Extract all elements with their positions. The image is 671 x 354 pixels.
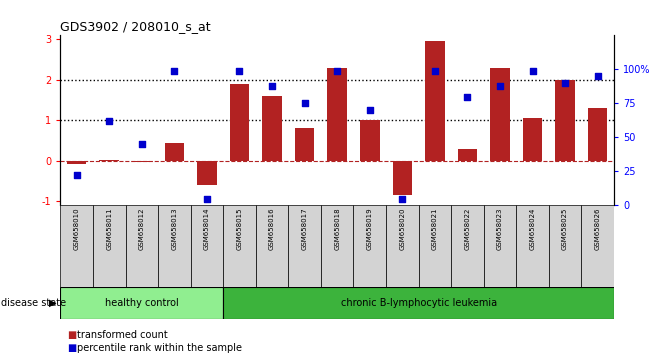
Text: ■: ■ [67,330,76,339]
Bar [223,287,614,319]
Bar [549,205,581,287]
Bar [523,118,542,161]
Point [201,196,212,201]
Point [495,83,505,88]
Bar [581,205,614,287]
Text: GSM658022: GSM658022 [464,208,470,250]
Bar [295,128,315,161]
Bar [360,120,380,161]
Bar [164,143,184,161]
Point [104,118,115,124]
Bar [556,80,575,161]
Text: GSM658011: GSM658011 [106,208,112,250]
Point [397,196,408,201]
Bar [256,205,289,287]
Bar [386,205,419,287]
Bar [262,96,282,161]
Text: healthy control: healthy control [105,298,178,308]
Text: GSM658010: GSM658010 [74,208,80,250]
Bar [451,205,484,287]
Text: GSM658015: GSM658015 [236,208,242,250]
Bar [354,205,386,287]
Point [364,107,375,113]
Text: GSM658016: GSM658016 [269,208,275,250]
Bar [197,161,217,185]
Bar [321,205,354,287]
Bar [419,205,451,287]
Bar [60,287,223,319]
Text: GSM658017: GSM658017 [301,208,307,250]
Point [234,68,245,74]
Point [299,101,310,106]
Text: ■: ■ [67,343,76,353]
Bar [223,205,256,287]
Point [560,80,570,86]
Bar [425,41,445,161]
Bar [158,205,191,287]
Point [169,68,180,74]
Bar [491,68,510,161]
Text: disease state: disease state [1,298,66,308]
Text: GSM658013: GSM658013 [171,208,177,250]
Text: GSM658019: GSM658019 [367,208,373,250]
Text: ▶: ▶ [49,298,56,308]
Point [71,173,82,178]
Point [332,68,343,74]
Text: GSM658023: GSM658023 [497,208,503,250]
Text: chronic B-lymphocytic leukemia: chronic B-lymphocytic leukemia [340,298,497,308]
Point [462,94,473,99]
Text: GSM658025: GSM658025 [562,208,568,250]
Bar [132,161,152,162]
Text: GSM658021: GSM658021 [432,208,438,250]
Point [136,141,147,147]
Bar [125,205,158,287]
Bar [99,160,119,161]
Text: GDS3902 / 208010_s_at: GDS3902 / 208010_s_at [60,20,211,33]
Bar [393,161,412,195]
Bar [289,205,321,287]
Bar [229,84,249,161]
Text: percentile rank within the sample: percentile rank within the sample [77,343,242,353]
Bar [588,108,607,161]
Bar [516,205,549,287]
Point [592,73,603,79]
Text: GSM658012: GSM658012 [139,208,145,250]
Text: GSM658024: GSM658024 [529,208,535,250]
Text: GSM658026: GSM658026 [595,208,601,250]
Bar [191,205,223,287]
Bar [458,149,477,161]
Text: GSM658020: GSM658020 [399,208,405,250]
Text: GSM658014: GSM658014 [204,208,210,250]
Bar [60,205,93,287]
Point [266,83,277,88]
Bar [93,205,125,287]
Point [429,68,440,74]
Bar [327,68,347,161]
Bar [67,161,87,164]
Text: transformed count: transformed count [77,330,168,339]
Point [527,68,538,74]
Bar [484,205,516,287]
Text: GSM658018: GSM658018 [334,208,340,250]
